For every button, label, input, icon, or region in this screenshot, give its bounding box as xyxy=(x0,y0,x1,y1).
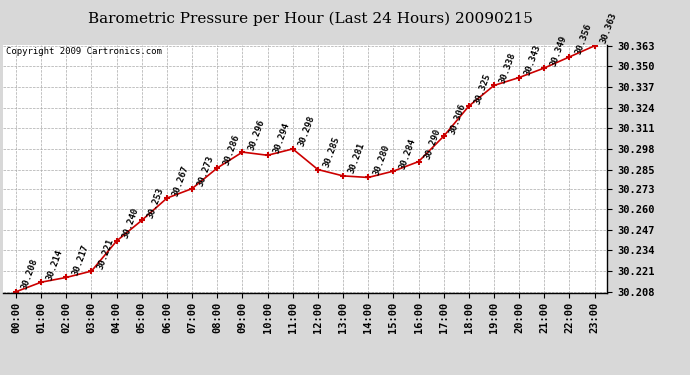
Text: 30.325: 30.325 xyxy=(473,72,493,105)
Text: 30.286: 30.286 xyxy=(221,134,241,167)
Text: 30.298: 30.298 xyxy=(297,115,317,148)
Text: 30.281: 30.281 xyxy=(347,142,366,175)
Text: 30.208: 30.208 xyxy=(20,258,40,291)
Text: 30.240: 30.240 xyxy=(121,207,140,240)
Text: 30.217: 30.217 xyxy=(70,243,90,277)
Text: Copyright 2009 Cartronics.com: Copyright 2009 Cartronics.com xyxy=(6,48,162,57)
Text: 30.267: 30.267 xyxy=(171,164,190,197)
Text: 30.296: 30.296 xyxy=(246,118,266,152)
Text: 30.306: 30.306 xyxy=(448,102,467,135)
Text: 30.273: 30.273 xyxy=(196,154,216,188)
Text: 30.214: 30.214 xyxy=(46,248,65,281)
Text: 30.338: 30.338 xyxy=(498,51,518,85)
Text: 30.356: 30.356 xyxy=(573,23,593,56)
Text: 30.280: 30.280 xyxy=(373,143,392,177)
Text: Barometric Pressure per Hour (Last 24 Hours) 20090215: Barometric Pressure per Hour (Last 24 Ho… xyxy=(88,11,533,26)
Text: 30.253: 30.253 xyxy=(146,186,166,219)
Text: 30.284: 30.284 xyxy=(397,137,417,170)
Text: 30.343: 30.343 xyxy=(523,44,543,77)
Text: 30.290: 30.290 xyxy=(423,128,442,161)
Text: 30.285: 30.285 xyxy=(322,135,342,169)
Text: 30.363: 30.363 xyxy=(599,12,618,45)
Text: 30.349: 30.349 xyxy=(549,34,568,67)
Text: 30.221: 30.221 xyxy=(96,237,115,270)
Text: 30.294: 30.294 xyxy=(272,121,291,154)
